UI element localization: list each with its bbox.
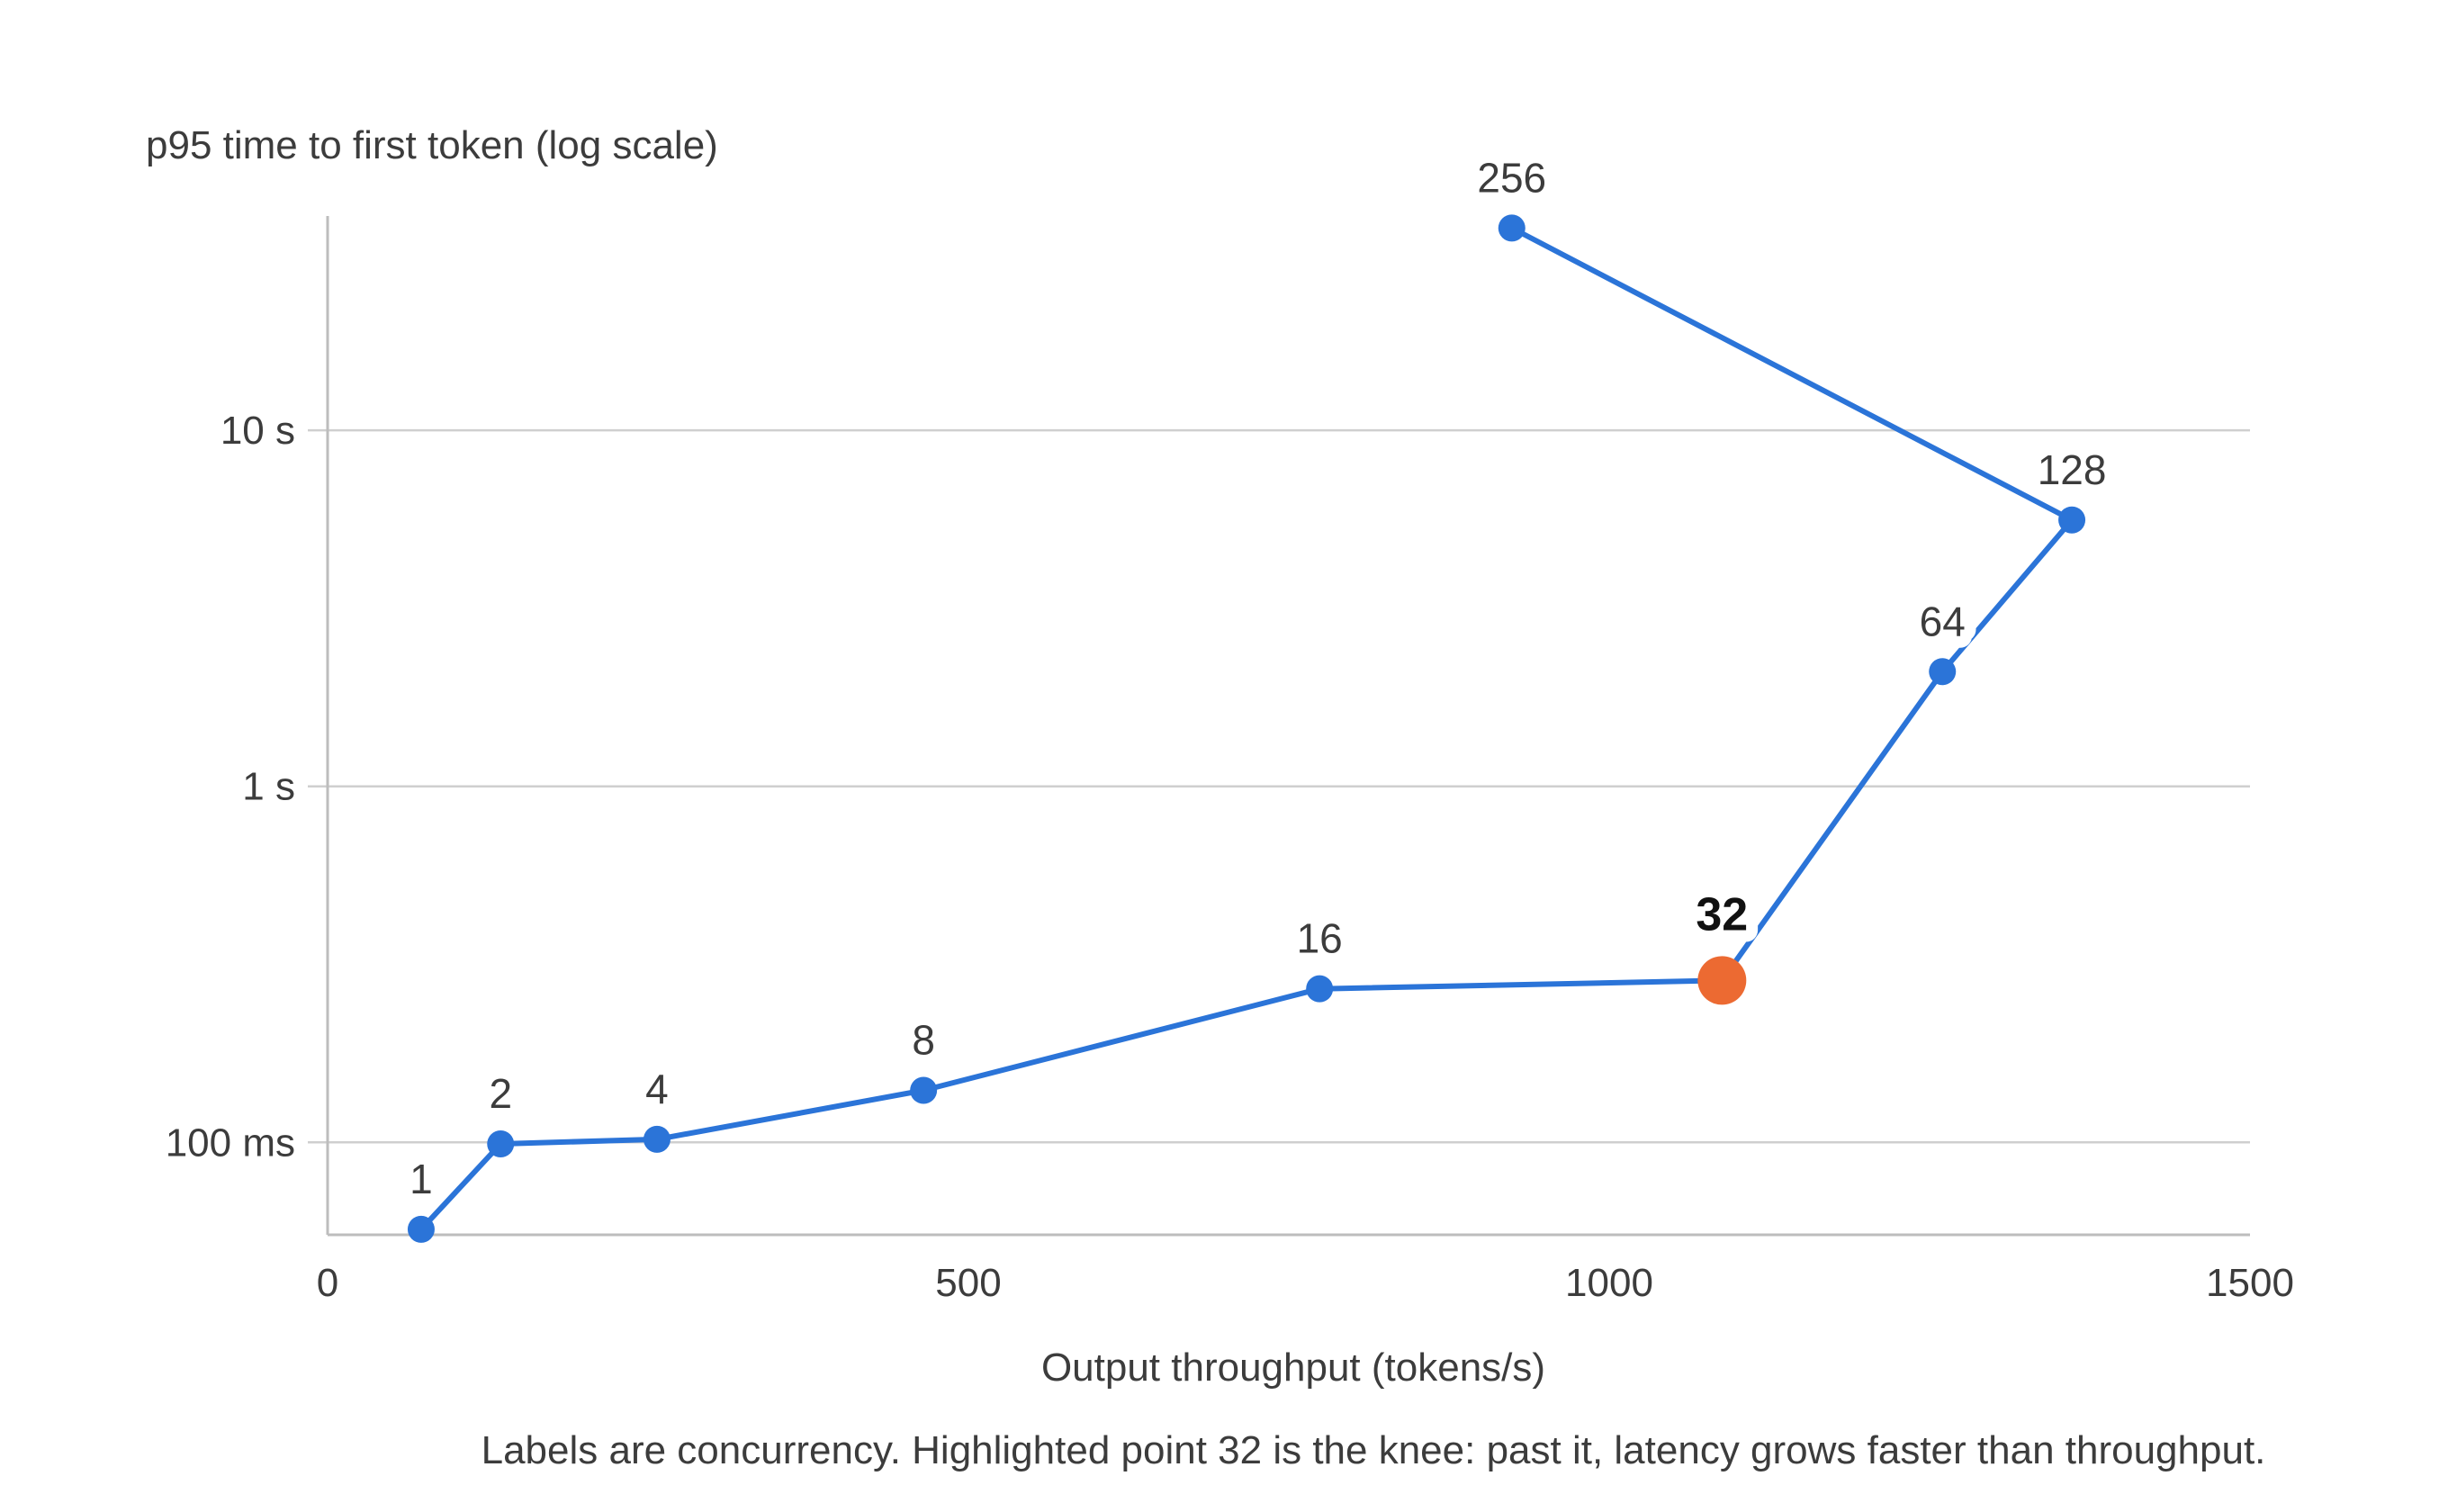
x-axis-title: Output throughput (tokens/s) (1041, 1346, 1545, 1390)
chart-caption: Labels are concurrency. Highlighted poin… (482, 1428, 2266, 1472)
y-tick-label: 100 ms (166, 1120, 295, 1165)
axis-layer (326, 216, 2250, 1237)
point-label: 4 (645, 1066, 669, 1112)
point-label: 256 (1477, 154, 1546, 201)
x-tick-label: 1500 (2206, 1261, 2294, 1305)
y-tick-label: 10 s (220, 409, 295, 453)
series-line-layer (418, 225, 2075, 1232)
data-point (487, 1130, 515, 1158)
y-tick-label: 1 s (242, 765, 295, 809)
data-point (2058, 506, 2086, 534)
data-point (1929, 658, 1957, 686)
data-point (1306, 975, 1334, 1003)
data-point (643, 1125, 670, 1153)
point-label: 64 (1920, 598, 1966, 644)
y-tick-labels: 100 ms 1 s 10 s (166, 409, 295, 1165)
data-point (910, 1076, 938, 1104)
x-tick-labels: 0 500 1000 1500 (317, 1261, 2294, 1305)
y-axis-title: p95 time to first token (log scale) (146, 123, 718, 167)
point-label: 8 (912, 1016, 935, 1063)
series-line (418, 225, 2075, 1232)
grid-layer (308, 428, 2250, 1144)
x-tick-label: 1000 (1565, 1261, 1653, 1305)
point-label: 2 (489, 1070, 512, 1117)
point-label: 128 (2038, 446, 2107, 493)
point-label-halo: 256 (1477, 154, 1546, 201)
point-label: 16 (1297, 915, 1343, 962)
x-tick-label: 500 (935, 1261, 1001, 1305)
data-point (407, 1215, 435, 1243)
highlighted-point-label: 32 (1696, 888, 1748, 940)
x-tick-label: 0 (317, 1261, 338, 1305)
point-label-halo: 32 (1696, 888, 1748, 940)
highlighted-data-point (1697, 956, 1747, 1005)
point-label: 1 (410, 1156, 433, 1202)
data-points (407, 214, 2086, 1243)
data-point (1498, 214, 1526, 242)
